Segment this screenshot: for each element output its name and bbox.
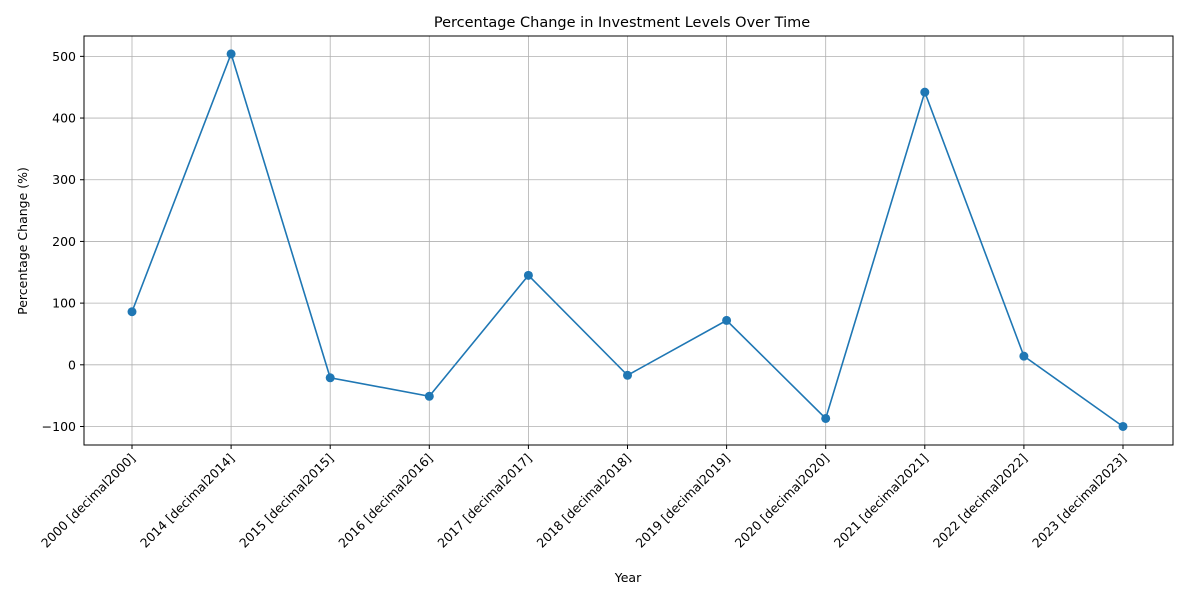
plot-frame — [83, 35, 1174, 446]
x-axis-label: Year — [614, 570, 642, 585]
data-point — [1019, 351, 1029, 361]
data-point — [424, 391, 434, 401]
data-point — [226, 49, 236, 59]
x-tick-label: 2016 [decimal2016] — [335, 451, 435, 551]
chart-title: Percentage Change in Investment Levels O… — [434, 15, 810, 31]
data-point — [920, 87, 930, 97]
series-layer — [127, 49, 1128, 431]
data-point — [722, 315, 732, 325]
y-tick-label: 200 — [52, 234, 76, 249]
data-point — [127, 307, 137, 317]
y-tick-label: 400 — [52, 111, 76, 126]
x-tick-label: 2018 [decimal2018] — [533, 451, 633, 551]
x-tick-label: 2021 [decimal2021] — [831, 451, 931, 551]
data-point — [325, 373, 335, 383]
x-tick-label: 2022 [decimal2022] — [930, 451, 1030, 551]
y-tick-label: 0 — [68, 357, 76, 372]
x-tick-label: 2020 [decimal2020] — [732, 451, 832, 551]
data-point — [821, 413, 831, 423]
x-tick-label: 2017 [decimal2017] — [434, 451, 534, 551]
x-tick-label: 2014 [decimal2014] — [137, 451, 237, 551]
x-tick-label: 2015 [decimal2015] — [236, 451, 336, 551]
data-point — [623, 370, 632, 380]
y-tick-label: 100 — [52, 296, 76, 311]
x-tick-label: 2000 [decimal2000] — [38, 451, 138, 551]
x-tick-label: 2019 [decimal2019] — [633, 451, 733, 551]
y-tick-label: −100 — [42, 419, 76, 434]
y-tick-label: 500 — [52, 49, 76, 64]
x-tick-label: 2023 [decimal2023] — [1029, 451, 1129, 551]
grid-layer — [84, 36, 1173, 445]
data-point — [1118, 421, 1128, 431]
y-tick-label: 300 — [52, 172, 76, 187]
y-axis-label: Percentage Change (%) — [15, 167, 30, 315]
data-point — [523, 270, 533, 280]
